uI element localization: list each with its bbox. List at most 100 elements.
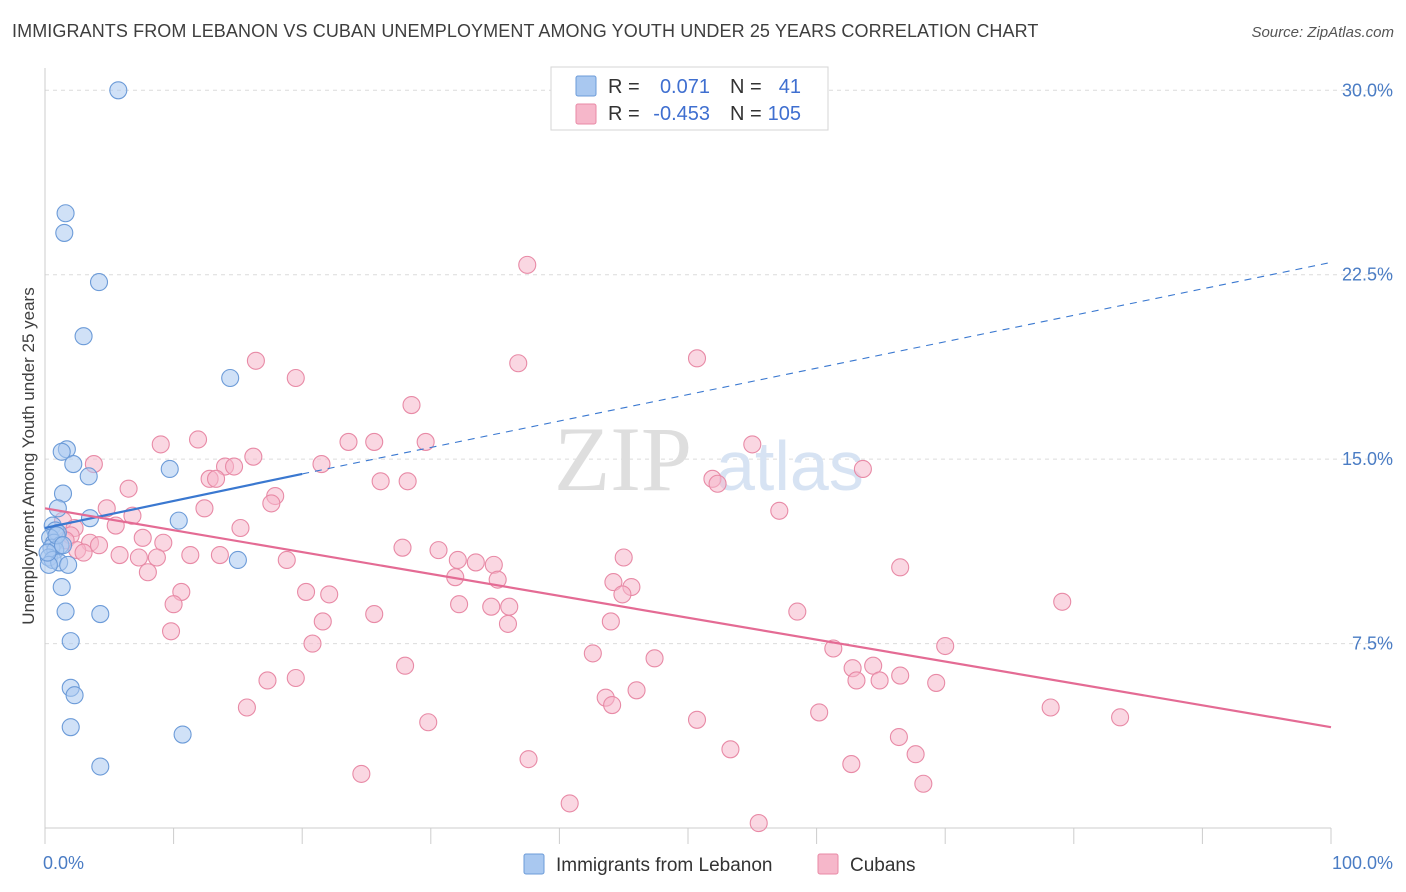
legend-r-label-lebanon: R = (608, 76, 640, 98)
legend-swatch-lebanon (575, 75, 597, 97)
cubans-point-42 (393, 538, 412, 557)
y-axis-label: Unemployment Among Youth under 25 years (19, 287, 38, 624)
cubans-point-44 (74, 543, 93, 562)
cubans-point-105 (914, 774, 933, 793)
cubans-point-81 (396, 656, 415, 675)
cubans-point-69 (1053, 592, 1072, 611)
lebanon-point-30 (56, 602, 75, 621)
cubans-point-7 (151, 435, 170, 454)
lebanon-point-39 (38, 543, 57, 562)
x-tick-label-0: 0.0% (43, 853, 84, 873)
y-tick-label-0: 7.5% (1352, 634, 1393, 654)
cubans-point-97 (419, 713, 438, 732)
watermark-atlas: atlas (716, 427, 864, 505)
lebanon-point-0 (109, 81, 128, 100)
cubans-point-2 (509, 354, 528, 373)
lebanon-point-4 (74, 327, 93, 346)
cubans-point-75 (161, 622, 181, 641)
cubans-point-45 (110, 545, 129, 565)
watermark: ZIP atlas (554, 408, 864, 510)
cubans-point-80 (645, 649, 664, 668)
bottom-legend-label-lebanon: Immigrants from Lebanon (556, 855, 773, 876)
cubans-point-95 (810, 703, 829, 722)
cubans-point-48 (129, 548, 148, 567)
lebanon-point-9 (160, 459, 179, 479)
lebanon-point-35 (61, 718, 80, 737)
cubans-point-64 (613, 585, 632, 604)
series-lebanon (38, 81, 247, 776)
lebanon-point-29 (52, 577, 71, 597)
cubans-point-65 (164, 595, 183, 614)
trend-line-lebanon-extension (302, 261, 1332, 475)
legend-n-label-cubans: N = (730, 103, 762, 125)
cubans-point-51 (448, 550, 467, 570)
cubans-point-10 (416, 432, 435, 451)
cubans-point-94 (1041, 698, 1060, 717)
cubans-point-96 (1111, 708, 1130, 727)
source-credit: Source: ZipAtlas.com (1251, 24, 1394, 41)
legend-n-value-cubans: 105 (768, 103, 801, 125)
cubans-point-5 (402, 395, 421, 415)
cubans-point-55 (138, 563, 157, 582)
cubans-point-50 (277, 550, 296, 570)
cubans-point-19 (206, 469, 226, 488)
lebanon-point-8 (64, 455, 83, 474)
cubans-point-56 (891, 558, 910, 577)
cubans-point-73 (498, 614, 518, 633)
cubans-point-85 (258, 671, 277, 690)
cubans-point-100 (721, 740, 740, 759)
bottom-legend-swatch-cubans (817, 853, 839, 875)
cubans-point-47 (210, 545, 229, 565)
gridlines (45, 89, 1392, 645)
cubans-point-34 (231, 518, 250, 538)
legend-n-label-lebanon: N = (730, 76, 762, 98)
legend-n-value-lebanon: 41 (779, 76, 801, 98)
cubans-point-29 (770, 501, 789, 520)
lebanon-point-28 (228, 550, 247, 570)
cubans-point-36 (133, 528, 152, 547)
cubans-point-104 (352, 764, 371, 783)
axes (44, 68, 1332, 844)
cubans-point-107 (749, 814, 768, 833)
cubans-point-40 (89, 536, 109, 555)
trend-lines (44, 261, 1332, 729)
bottom-legend-label-cubans: Cubans (850, 855, 916, 876)
cubans-point-99 (889, 727, 908, 747)
legend-r-value-lebanon: 0.071 (660, 76, 710, 98)
cubans-point-84 (891, 666, 910, 685)
cubans-point-21 (398, 472, 417, 491)
cubans-point-16 (312, 455, 331, 474)
cubans-point-28 (195, 499, 214, 518)
cubans-point-106 (560, 794, 579, 813)
cubans-point-87 (847, 671, 866, 690)
lebanon-point-36 (173, 725, 192, 744)
cubans-point-24 (119, 479, 138, 498)
cubans-point-49 (147, 548, 166, 567)
legend-r-value-cubans: -0.453 (653, 103, 710, 125)
cubans-point-76 (303, 634, 322, 653)
cubans-point-88 (870, 671, 889, 690)
cubans-point-59 (604, 573, 623, 592)
series-legend: Immigrants from Lebanon Cubans (523, 853, 916, 876)
cubans-point-86 (286, 668, 305, 688)
cubans-point-72 (313, 612, 332, 631)
cubans-point-92 (603, 695, 622, 715)
cubans-point-23 (708, 474, 727, 493)
lebanon-point-14 (169, 511, 188, 530)
cubans-point-11 (743, 435, 762, 454)
cubans-point-101 (906, 745, 925, 764)
cubans-point-12 (244, 447, 263, 466)
cubans-point-43 (429, 541, 448, 560)
lebanon-point-34 (65, 686, 84, 705)
y-tick-label-2: 22.5% (1342, 265, 1393, 285)
x-tick-label-1: 100.0% (1332, 853, 1393, 873)
cubans-point-20 (371, 472, 390, 491)
cubans-point-17 (853, 459, 872, 479)
legend-box (550, 66, 829, 131)
cubans-point-90 (627, 681, 646, 700)
lebanon-point-1 (56, 204, 75, 223)
cubans-point-53 (466, 553, 485, 572)
legend-swatch-cubans (575, 103, 597, 125)
cubans-point-6 (188, 430, 208, 449)
